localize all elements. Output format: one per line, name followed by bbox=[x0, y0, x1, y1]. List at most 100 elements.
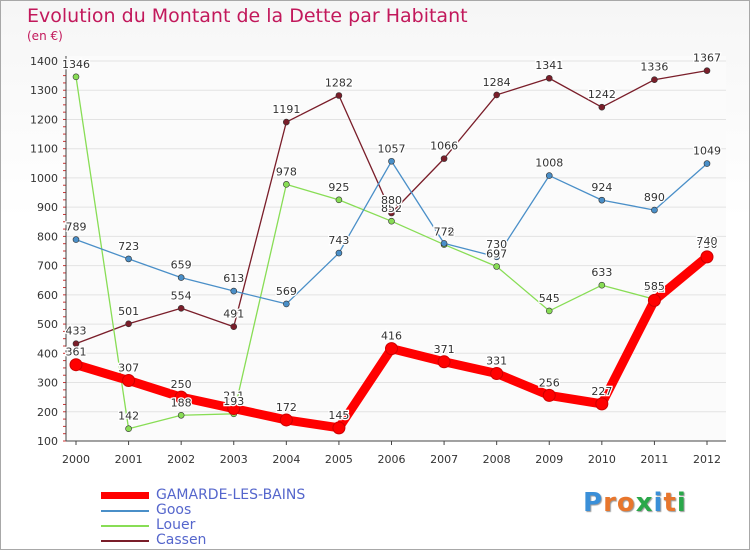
data-point bbox=[335, 196, 343, 204]
data-label: 491 bbox=[223, 308, 244, 321]
data-label: 569 bbox=[276, 285, 297, 298]
data-point bbox=[440, 155, 448, 162]
data-label: 250 bbox=[171, 378, 192, 391]
data-label: 772 bbox=[434, 226, 455, 239]
y-tick-label: 800 bbox=[37, 230, 58, 243]
data-label: 723 bbox=[118, 240, 139, 253]
data-label: 852 bbox=[381, 202, 402, 215]
data-point bbox=[388, 217, 395, 225]
data-label: 1346 bbox=[62, 58, 90, 71]
data-point bbox=[385, 342, 398, 356]
data-point bbox=[72, 236, 80, 243]
data-point bbox=[332, 421, 346, 435]
data-point bbox=[230, 323, 238, 331]
data-label: 697 bbox=[486, 247, 507, 260]
data-label: 188 bbox=[171, 396, 192, 409]
legend-label: Cassen bbox=[156, 532, 207, 548]
data-label: 227 bbox=[591, 385, 612, 398]
data-label: 1336 bbox=[640, 61, 668, 74]
data-point bbox=[230, 287, 238, 295]
data-point bbox=[72, 73, 80, 81]
data-point bbox=[440, 240, 448, 247]
data-point bbox=[388, 157, 395, 165]
data-label: 1341 bbox=[535, 59, 563, 72]
data-point bbox=[598, 281, 606, 289]
logo-letter: x bbox=[635, 488, 654, 518]
data-label: 740 bbox=[697, 235, 718, 248]
data-point bbox=[125, 320, 132, 328]
legend-swatch bbox=[101, 525, 149, 527]
data-point bbox=[227, 402, 241, 416]
data-label: 501 bbox=[118, 305, 139, 318]
x-tick-label: 2003 bbox=[220, 453, 248, 466]
chart-title: Evolution du Montant de la Dette par Hab… bbox=[27, 5, 468, 27]
legend-swatch bbox=[101, 540, 149, 542]
data-label: 789 bbox=[66, 221, 87, 234]
data-label: 730 bbox=[486, 238, 507, 251]
data-label: 776 bbox=[434, 224, 455, 237]
data-label: 1284 bbox=[483, 76, 511, 89]
y-tick-label: 1400 bbox=[30, 55, 58, 68]
y-tick-label: 700 bbox=[37, 260, 58, 273]
y-tick-label: 1000 bbox=[30, 172, 58, 185]
data-label: 145 bbox=[328, 409, 349, 422]
data-point bbox=[651, 76, 658, 84]
data-point bbox=[125, 425, 132, 433]
data-label: 925 bbox=[328, 181, 349, 194]
x-tick-label: 2012 bbox=[693, 453, 721, 466]
data-label: 142 bbox=[118, 410, 139, 423]
data-label: 730 bbox=[697, 238, 718, 251]
data-label: 193 bbox=[223, 395, 244, 408]
y-tick-label: 400 bbox=[37, 347, 58, 360]
data-point bbox=[72, 340, 80, 347]
legend-label: GAMARDE-LES-BAINS bbox=[156, 487, 306, 503]
data-point bbox=[493, 253, 500, 261]
y-tick-label: 500 bbox=[37, 318, 58, 331]
data-label: 1282 bbox=[325, 76, 353, 89]
x-tick-label: 2009 bbox=[535, 453, 563, 466]
proxiti-logo: Proxiti bbox=[583, 488, 687, 518]
chart-subtitle: (en €) bbox=[27, 29, 63, 43]
data-label: 1008 bbox=[535, 157, 563, 170]
data-point bbox=[335, 92, 343, 99]
data-label: 659 bbox=[171, 259, 192, 272]
data-point bbox=[700, 250, 714, 264]
data-point bbox=[279, 413, 293, 427]
data-label: 890 bbox=[644, 191, 665, 204]
data-point bbox=[647, 293, 661, 307]
x-tick-label: 2006 bbox=[378, 453, 406, 466]
data-label: 1049 bbox=[693, 145, 721, 158]
x-tick-label: 2008 bbox=[483, 453, 511, 466]
logo-letter: i bbox=[676, 488, 687, 518]
data-label: 416 bbox=[381, 330, 402, 343]
data-label: 633 bbox=[591, 266, 612, 279]
data-point bbox=[335, 249, 343, 257]
data-label: 613 bbox=[223, 272, 244, 285]
data-point bbox=[542, 388, 556, 402]
y-tick-label: 900 bbox=[37, 201, 58, 214]
data-label: 307 bbox=[118, 361, 139, 374]
y-tick-label: 300 bbox=[37, 377, 58, 390]
data-point bbox=[283, 118, 290, 126]
y-tick-label: 1200 bbox=[30, 113, 58, 126]
data-label: 1191 bbox=[272, 103, 300, 116]
data-label: 361 bbox=[66, 346, 87, 359]
data-point bbox=[545, 307, 553, 315]
data-point bbox=[177, 411, 185, 419]
data-point bbox=[437, 355, 451, 369]
data-point bbox=[490, 366, 504, 380]
data-point bbox=[177, 274, 185, 281]
logo-letter: r bbox=[603, 488, 617, 518]
data-point bbox=[703, 160, 711, 167]
x-tick-label: 2010 bbox=[588, 453, 616, 466]
x-tick-label: 2004 bbox=[272, 453, 300, 466]
y-tick-label: 600 bbox=[37, 289, 58, 302]
data-label: 172 bbox=[276, 401, 297, 414]
data-point bbox=[493, 91, 500, 99]
data-label: 1367 bbox=[693, 52, 721, 65]
data-label: 1066 bbox=[430, 140, 458, 153]
data-point bbox=[388, 209, 395, 217]
data-label: 1242 bbox=[588, 88, 616, 101]
legend-swatch bbox=[101, 492, 149, 499]
